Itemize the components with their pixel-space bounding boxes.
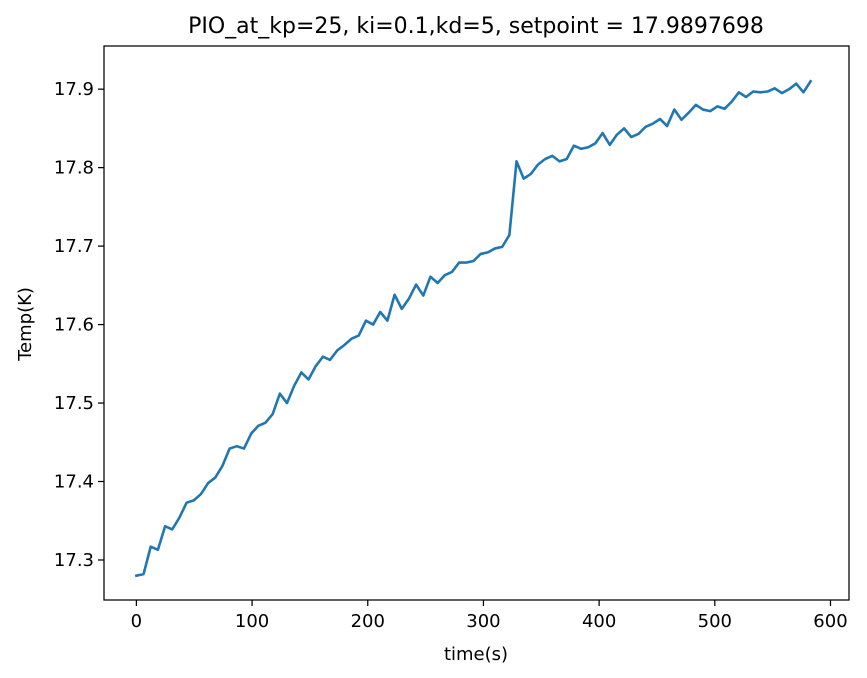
x-tick-label: 0 <box>131 611 142 632</box>
y-tick-label: 17.9 <box>54 79 94 100</box>
x-tick-label: 100 <box>235 611 269 632</box>
y-tick-label: 17.8 <box>54 158 94 179</box>
y-tick-label: 17.4 <box>54 472 94 493</box>
y-tick-label: 17.3 <box>54 550 94 571</box>
y-tick-label: 17.7 <box>54 236 94 257</box>
x-tick-label: 600 <box>813 611 847 632</box>
y-tick-label: 17.5 <box>54 393 94 414</box>
series-line-0 <box>134 79 813 578</box>
x-tick-label: 200 <box>351 611 385 632</box>
axes-frame <box>103 45 850 601</box>
plot-area: 0 100 200 300 400 500 600 17.3 17.4 17.5 17.6 17.7 1… <box>54 45 850 632</box>
x-tick-label: 500 <box>698 611 732 632</box>
y-axis-label: Temp(K) <box>15 287 36 362</box>
x-tick-label: 400 <box>582 611 616 632</box>
chart-title: PIO_at_kp=25, ki=0.1,kd=5, setpoint = 17… <box>188 14 764 39</box>
x-axis-label: time(s) <box>444 644 508 665</box>
x-tick-label: 300 <box>466 611 500 632</box>
y-tick-label: 17.6 <box>54 315 94 336</box>
